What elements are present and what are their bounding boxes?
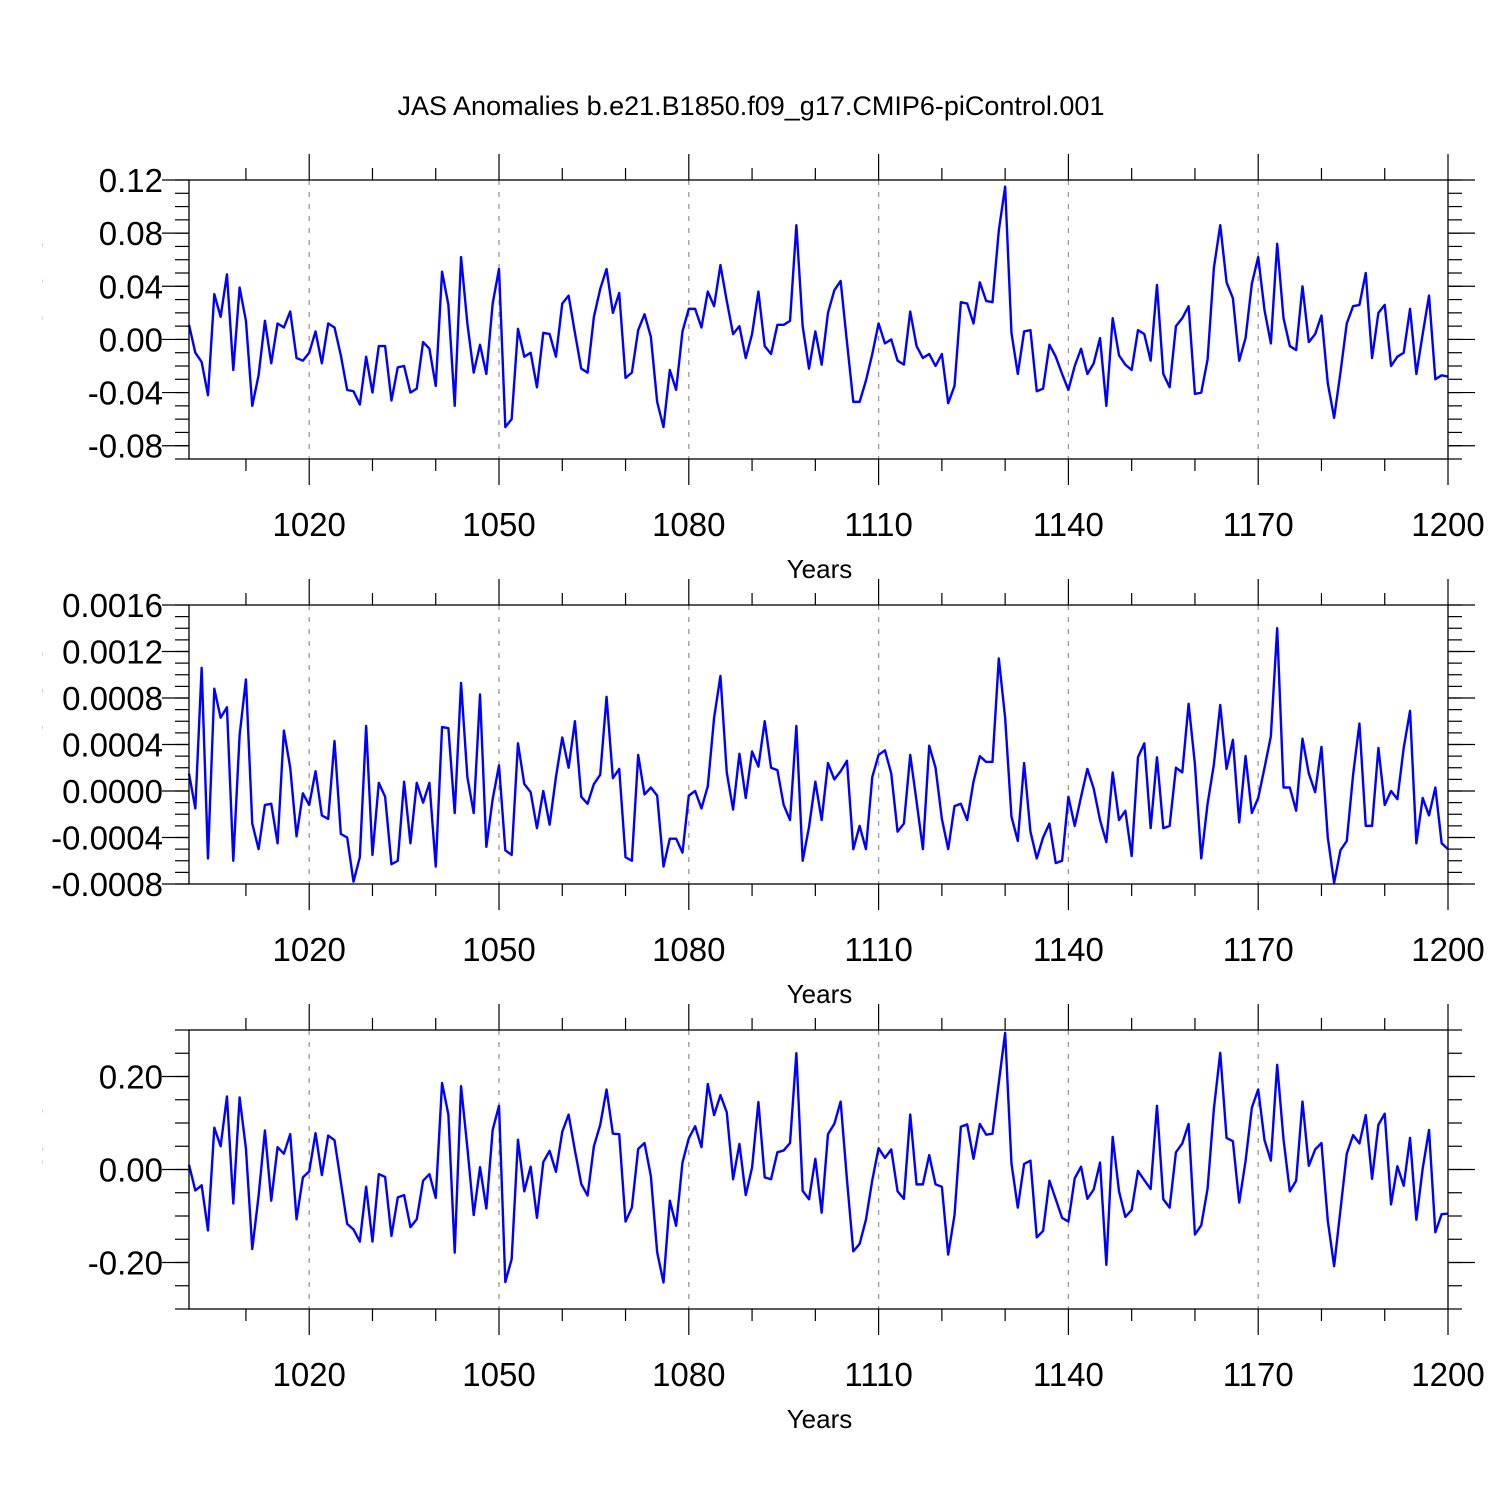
y-tick-label: 0.0012: [62, 634, 163, 671]
y-tick-label: -0.20: [88, 1245, 163, 1282]
y-tick-label: -0.08: [88, 428, 163, 465]
x-axis-title: Years: [787, 554, 853, 584]
x-tick-label: 1200: [1411, 506, 1484, 543]
x-tick-label: 1020: [272, 506, 345, 543]
y-axis-title: GIN Ice Area 1012 m2: [17, 1050, 48, 1289]
y-tick-label: 0.08: [99, 215, 163, 252]
x-tick-label: 1080: [652, 1356, 725, 1393]
y-axis-title: GIN Ice Volume 1013 m3: [17, 183, 48, 455]
x-tick-label: 1110: [844, 931, 913, 968]
series-line-ice-volume: [187, 185, 1449, 429]
y-tick-label: 0.12: [99, 162, 163, 199]
y-tick-label: -0.0008: [51, 866, 163, 903]
plot-frame: [188, 604, 1449, 885]
y-axis-title-part: m: [18, 602, 48, 631]
x-tick-label: 1170: [1223, 931, 1294, 968]
panel-ice-volume: -0.08 -0.04 0.00 0.04 0.08 0.12 1020 1050 1080 11…: [17, 154, 1485, 584]
y-axis-title-part: m: [18, 192, 48, 221]
y-axis-title-part: 3: [17, 183, 34, 191]
y-tick-label: 0.04: [99, 268, 163, 305]
panels: -0.08 -0.04 0.00 0.04 0.08 0.12 1020 1050 1080 11…: [17, 154, 1485, 1434]
y-axis-title-part: 13: [17, 221, 34, 238]
y-axis-title-part: 12: [17, 1087, 34, 1104]
x-tick-label: 1050: [462, 931, 535, 968]
y-tick-label: -0.0004: [51, 820, 163, 857]
y-tick-label: 0.0004: [62, 727, 163, 764]
plot-frame: [188, 179, 1449, 460]
panel-snow-volume: -0.0008 -0.0004 0.0000 0.0004 0.0008 0.0012 0.…: [17, 579, 1485, 1009]
x-tick-label: 1110: [844, 1356, 913, 1393]
x-tick-label: 1080: [652, 506, 725, 543]
y-axis-title-part: GIN Ice Area 10: [18, 1104, 48, 1289]
y-tick-label: 0.20: [99, 1059, 163, 1096]
y-tick-label: 0.0008: [62, 680, 163, 717]
panel-ice-area: -0.20 0.00 0.20 1020 1050 1080 1110 1140 1170 120…: [17, 1004, 1485, 1434]
series-line-ice-area: [187, 1031, 1449, 1284]
x-tick-label: 1200: [1411, 1356, 1484, 1393]
x-axis-title: Years: [787, 1404, 853, 1434]
x-tick-label: 1020: [272, 1356, 345, 1393]
x-tick-label: 1140: [1033, 1356, 1104, 1393]
y-tick-label: -0.04: [88, 375, 163, 412]
series-line-snow-volume: [187, 627, 1449, 885]
y-axis-title: GIN Snow Volume 1013 m3: [17, 593, 48, 896]
y-tick-label: 0.0000: [62, 773, 163, 810]
y-axis-title-part: GIN Snow Volume 10: [18, 647, 48, 896]
x-tick-label: 1020: [272, 931, 345, 968]
y-axis-title-part: GIN Ice Volume 10: [18, 237, 48, 455]
x-tick-label: 1170: [1223, 1356, 1294, 1393]
y-axis-title-part: 3: [17, 593, 34, 601]
x-tick-label: 1110: [844, 506, 913, 543]
y-tick-label: 0.00: [99, 321, 163, 358]
figure-title: JAS Anomalies b.e21.B1850.f09_g17.CMIP6-…: [398, 91, 1105, 121]
x-tick-label: 1140: [1033, 506, 1104, 543]
y-axis-title-part: m: [18, 1058, 48, 1087]
x-tick-label: 1080: [652, 931, 725, 968]
x-axis-title: Years: [787, 979, 853, 1009]
x-tick-label: 1050: [462, 506, 535, 543]
y-axis-title-part: 13: [17, 630, 34, 647]
x-tick-label: 1050: [462, 1356, 535, 1393]
x-tick-label: 1200: [1411, 931, 1484, 968]
y-axis-title-part: 2: [17, 1050, 34, 1058]
x-tick-label: 1140: [1033, 931, 1104, 968]
y-tick-label: 0.00: [99, 1152, 163, 1189]
y-tick-label: 0.0016: [62, 587, 163, 624]
x-tick-label: 1170: [1223, 506, 1294, 543]
plot-frame: [188, 1029, 1449, 1310]
